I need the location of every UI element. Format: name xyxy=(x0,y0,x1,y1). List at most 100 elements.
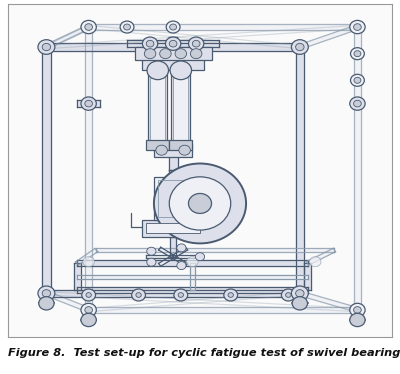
Circle shape xyxy=(350,21,365,34)
Circle shape xyxy=(170,61,192,80)
Circle shape xyxy=(224,289,238,301)
Circle shape xyxy=(195,253,205,261)
Circle shape xyxy=(354,50,361,57)
Bar xyxy=(146,140,169,150)
Circle shape xyxy=(282,289,295,301)
Bar xyxy=(171,70,190,144)
Circle shape xyxy=(354,100,361,107)
Circle shape xyxy=(85,100,92,107)
Polygon shape xyxy=(96,248,334,252)
Polygon shape xyxy=(296,47,304,293)
Circle shape xyxy=(354,24,361,30)
Circle shape xyxy=(132,289,146,301)
Bar xyxy=(150,74,166,140)
Circle shape xyxy=(175,49,186,59)
Circle shape xyxy=(350,313,365,327)
Circle shape xyxy=(350,97,365,110)
Polygon shape xyxy=(42,47,51,293)
Bar xyxy=(169,140,192,150)
Polygon shape xyxy=(89,307,358,313)
Circle shape xyxy=(136,293,141,297)
Polygon shape xyxy=(89,24,358,30)
Polygon shape xyxy=(169,37,177,53)
Polygon shape xyxy=(158,247,174,258)
Circle shape xyxy=(42,290,51,297)
Circle shape xyxy=(186,257,198,267)
Circle shape xyxy=(81,313,96,327)
Circle shape xyxy=(146,40,154,47)
Circle shape xyxy=(166,21,180,33)
Polygon shape xyxy=(46,43,300,50)
Circle shape xyxy=(169,177,231,230)
Bar xyxy=(158,180,188,217)
Polygon shape xyxy=(299,25,358,49)
Circle shape xyxy=(38,286,55,301)
Polygon shape xyxy=(168,170,178,197)
Polygon shape xyxy=(146,255,173,258)
Circle shape xyxy=(190,49,202,59)
Circle shape xyxy=(292,297,308,310)
Circle shape xyxy=(142,37,158,50)
Circle shape xyxy=(350,303,365,317)
Circle shape xyxy=(81,97,96,110)
Polygon shape xyxy=(77,275,308,279)
Polygon shape xyxy=(299,291,358,312)
Circle shape xyxy=(291,286,308,301)
Circle shape xyxy=(228,293,234,297)
Polygon shape xyxy=(172,255,188,266)
Circle shape xyxy=(179,145,190,155)
Circle shape xyxy=(85,24,92,30)
Polygon shape xyxy=(46,290,300,297)
Circle shape xyxy=(154,163,246,243)
Circle shape xyxy=(144,49,156,59)
Circle shape xyxy=(120,21,134,33)
Circle shape xyxy=(178,293,184,297)
Bar xyxy=(146,223,200,233)
Polygon shape xyxy=(127,40,219,47)
Polygon shape xyxy=(45,25,90,49)
Circle shape xyxy=(350,47,364,60)
Polygon shape xyxy=(85,27,92,310)
Polygon shape xyxy=(158,255,174,266)
Bar xyxy=(154,144,192,157)
Bar xyxy=(142,53,204,70)
Circle shape xyxy=(188,37,204,50)
Bar xyxy=(154,177,192,220)
Polygon shape xyxy=(46,25,90,49)
Polygon shape xyxy=(45,291,90,312)
Circle shape xyxy=(42,43,51,50)
Bar xyxy=(135,47,212,60)
Polygon shape xyxy=(77,260,308,266)
Circle shape xyxy=(81,303,96,317)
Text: Figure 8.  Test set-up for cyclic fatigue test of swivel bearings.: Figure 8. Test set-up for cyclic fatigue… xyxy=(8,349,400,358)
Polygon shape xyxy=(354,27,361,310)
Circle shape xyxy=(82,289,96,301)
Polygon shape xyxy=(76,248,98,265)
Bar xyxy=(148,70,167,144)
Polygon shape xyxy=(304,263,311,290)
Circle shape xyxy=(291,40,308,54)
Circle shape xyxy=(296,290,304,297)
Circle shape xyxy=(147,247,156,255)
Circle shape xyxy=(86,293,91,297)
Circle shape xyxy=(174,289,188,301)
Circle shape xyxy=(354,307,361,313)
Circle shape xyxy=(286,293,291,297)
Circle shape xyxy=(147,61,168,80)
Polygon shape xyxy=(168,144,178,170)
Circle shape xyxy=(170,24,176,30)
Circle shape xyxy=(296,43,304,50)
Circle shape xyxy=(147,258,156,266)
Circle shape xyxy=(124,24,130,30)
Circle shape xyxy=(177,261,186,270)
Polygon shape xyxy=(74,263,80,290)
Polygon shape xyxy=(190,263,195,290)
Polygon shape xyxy=(77,100,100,107)
Circle shape xyxy=(354,77,361,83)
Circle shape xyxy=(83,257,94,267)
Circle shape xyxy=(160,49,171,59)
Circle shape xyxy=(38,40,55,54)
Bar xyxy=(173,74,188,140)
Polygon shape xyxy=(306,248,336,265)
Circle shape xyxy=(169,40,177,47)
